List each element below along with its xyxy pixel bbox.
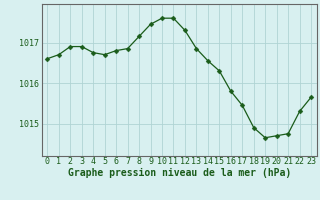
X-axis label: Graphe pression niveau de la mer (hPa): Graphe pression niveau de la mer (hPa) <box>68 168 291 178</box>
